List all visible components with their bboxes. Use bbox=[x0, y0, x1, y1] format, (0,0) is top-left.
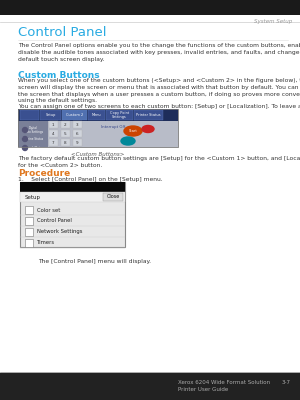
Bar bbox=[61, 121, 70, 128]
Text: You can assign one of two screens to each custom button: [Setup] or [Localizatio: You can assign one of two screens to eac… bbox=[18, 104, 300, 116]
Text: Close: Close bbox=[106, 194, 120, 200]
Text: Xerox 6204 Wide Format Solution: Xerox 6204 Wide Format Solution bbox=[178, 380, 270, 385]
Bar bbox=[18, 121, 48, 147]
Circle shape bbox=[22, 136, 28, 142]
Text: Network Settings: Network Settings bbox=[37, 230, 82, 234]
Text: 3: 3 bbox=[76, 123, 78, 127]
Text: Machine Status: Machine Status bbox=[22, 137, 44, 141]
Bar bbox=[62, 110, 87, 120]
Bar bbox=[25, 228, 33, 236]
Bar bbox=[40, 110, 61, 120]
Text: 5: 5 bbox=[64, 132, 66, 136]
Ellipse shape bbox=[142, 126, 154, 132]
Text: Setup: Setup bbox=[45, 113, 56, 117]
Text: Printer User Guide: Printer User Guide bbox=[178, 387, 228, 392]
Bar bbox=[61, 139, 70, 146]
Text: 6: 6 bbox=[76, 132, 78, 136]
Text: Control Panel: Control Panel bbox=[37, 218, 72, 224]
Text: Setup: Setup bbox=[25, 194, 41, 200]
Bar bbox=[25, 206, 33, 214]
Text: <Custom Buttons>: <Custom Buttons> bbox=[71, 152, 125, 157]
Text: Start: Start bbox=[129, 129, 137, 133]
Bar bbox=[73, 139, 82, 146]
Bar bbox=[25, 217, 33, 225]
Text: Interrupt Off: Interrupt Off bbox=[101, 125, 125, 129]
Bar bbox=[49, 130, 58, 137]
Ellipse shape bbox=[121, 137, 135, 145]
Text: The Control Panel options enable you to the change the functions of the custom b: The Control Panel options enable you to … bbox=[18, 43, 300, 62]
Bar bbox=[20, 110, 39, 120]
Text: Control Panel: Control Panel bbox=[18, 26, 106, 39]
Text: Menu: Menu bbox=[92, 113, 101, 117]
Bar bbox=[18, 109, 178, 147]
Bar bbox=[18, 121, 178, 147]
Bar bbox=[0, 0, 300, 15]
Circle shape bbox=[22, 128, 28, 132]
Bar bbox=[20, 182, 125, 192]
Text: Copy Point
Settings: Copy Point Settings bbox=[110, 111, 129, 119]
Text: Procedure: Procedure bbox=[18, 169, 70, 178]
Text: 2: 2 bbox=[64, 123, 66, 127]
Bar bbox=[73, 121, 82, 128]
Bar bbox=[88, 110, 105, 120]
Bar bbox=[18, 109, 178, 121]
Text: 9: 9 bbox=[76, 141, 78, 145]
Bar bbox=[134, 110, 163, 120]
Bar bbox=[103, 193, 123, 201]
Bar bbox=[61, 130, 70, 137]
Text: 8: 8 bbox=[64, 141, 66, 145]
Ellipse shape bbox=[124, 126, 142, 136]
Text: 4: 4 bbox=[52, 132, 54, 136]
Text: Printer Status: Printer Status bbox=[136, 113, 161, 117]
Bar bbox=[49, 121, 58, 128]
Text: 7: 7 bbox=[52, 141, 54, 145]
Text: Custom 2: Custom 2 bbox=[66, 113, 83, 117]
Text: 1: 1 bbox=[52, 123, 54, 127]
Text: Timers: Timers bbox=[37, 240, 55, 246]
Text: Digital
Photo Settings: Digital Photo Settings bbox=[23, 126, 43, 134]
Bar bbox=[73, 130, 82, 137]
Text: The [Control Panel] menu will display.: The [Control Panel] menu will display. bbox=[38, 259, 151, 264]
Text: 1.    Select [Control Panel] on the [Setup] menu.: 1. Select [Control Panel] on the [Setup]… bbox=[18, 177, 163, 182]
Circle shape bbox=[22, 146, 28, 150]
Bar bbox=[25, 239, 33, 247]
Text: Log In/Out: Log In/Out bbox=[26, 146, 40, 150]
Text: System Setup: System Setup bbox=[254, 19, 292, 24]
Text: Custom Buttons: Custom Buttons bbox=[18, 71, 100, 80]
Bar bbox=[0, 373, 300, 400]
Bar bbox=[20, 182, 125, 247]
Bar bbox=[20, 192, 125, 202]
Text: 3-7: 3-7 bbox=[282, 380, 291, 385]
Text: Color set: Color set bbox=[37, 208, 60, 212]
Bar bbox=[106, 110, 133, 120]
Text: When you select one of the custom buttons (<Setup> and <Custom 2> in the figure : When you select one of the custom button… bbox=[18, 78, 300, 103]
Text: The factory default custom button settings are [Setup] for the <Custom 1> button: The factory default custom button settin… bbox=[18, 156, 300, 168]
Bar bbox=[49, 139, 58, 146]
